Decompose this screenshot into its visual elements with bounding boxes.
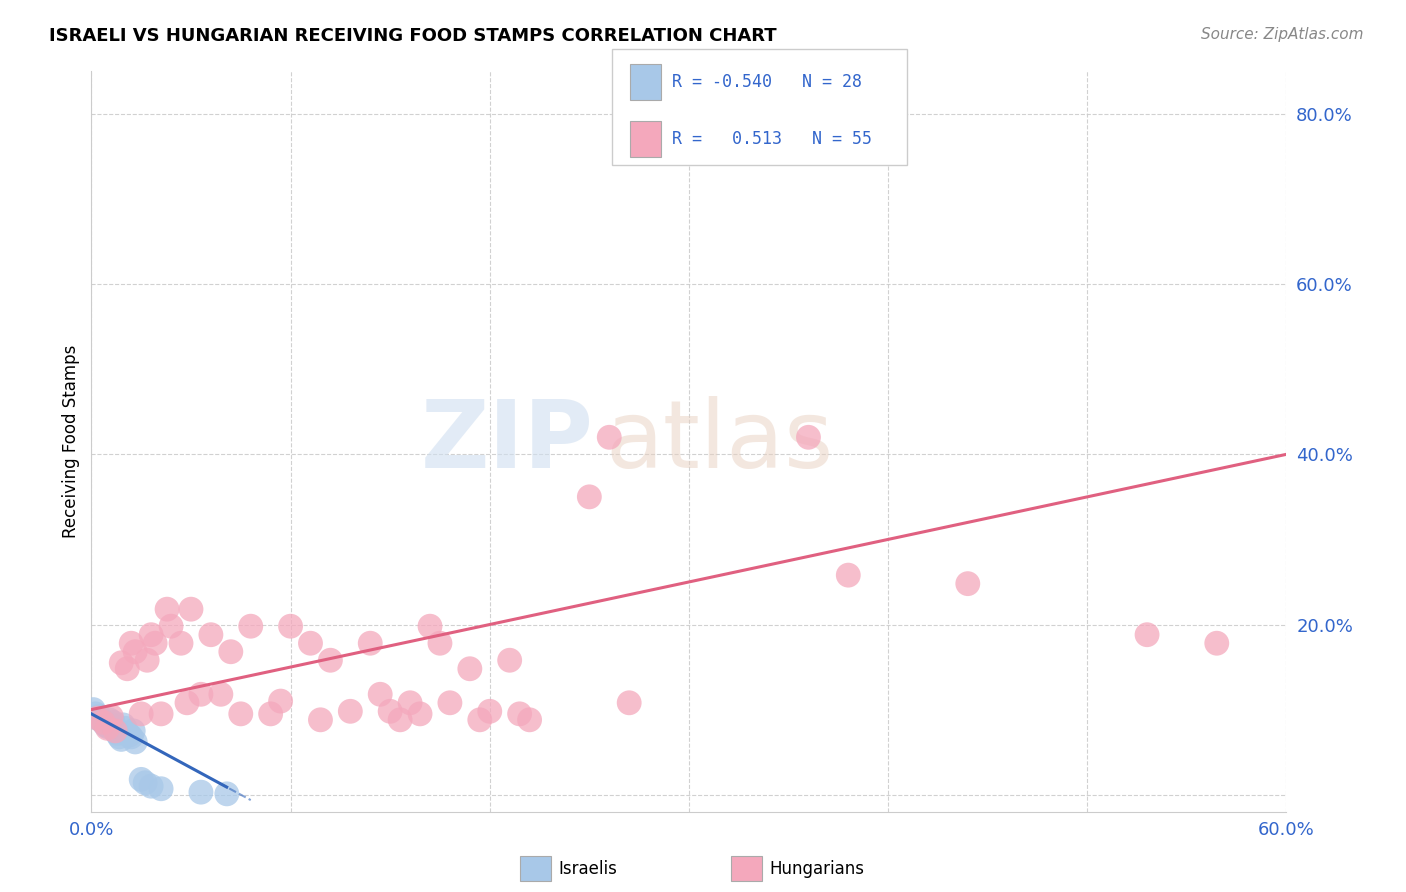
Israelis <box>84 706 107 721</box>
Hungarians <box>180 602 202 616</box>
Israelis <box>105 726 128 740</box>
Text: atlas: atlas <box>605 395 834 488</box>
Hungarians <box>141 628 162 642</box>
Hungarians <box>359 636 381 650</box>
Text: Source: ZipAtlas.com: Source: ZipAtlas.com <box>1201 27 1364 42</box>
Hungarians <box>200 628 222 642</box>
Hungarians <box>270 694 292 708</box>
Hungarians <box>1205 636 1227 650</box>
Text: R = -0.540   N = 28: R = -0.540 N = 28 <box>672 73 862 91</box>
Hungarians <box>458 662 481 676</box>
Text: Hungarians: Hungarians <box>769 860 865 878</box>
Hungarians <box>956 576 979 591</box>
Hungarians <box>419 619 441 633</box>
Israelis <box>129 772 152 787</box>
Israelis <box>190 785 212 799</box>
Israelis <box>150 781 173 796</box>
Israelis <box>94 718 117 732</box>
Hungarians <box>498 653 520 667</box>
Hungarians <box>129 706 152 721</box>
Israelis <box>110 732 132 747</box>
Hungarians <box>837 568 859 582</box>
Hungarians <box>478 704 501 718</box>
Israelis <box>103 715 125 730</box>
Israelis <box>118 728 141 742</box>
Text: Israelis: Israelis <box>558 860 617 878</box>
Israelis <box>122 723 145 738</box>
Hungarians <box>339 704 361 718</box>
Hungarians <box>93 715 115 730</box>
Hungarians <box>378 704 402 718</box>
Israelis <box>98 713 121 727</box>
Israelis <box>115 726 138 740</box>
Hungarians <box>519 713 541 727</box>
Hungarians <box>619 696 641 710</box>
Y-axis label: Receiving Food Stamps: Receiving Food Stamps <box>62 345 80 538</box>
Hungarians <box>299 636 322 650</box>
Hungarians <box>229 706 252 721</box>
Israelis <box>89 709 111 723</box>
Israelis <box>93 715 115 730</box>
Israelis <box>114 722 136 736</box>
Hungarians <box>509 706 531 721</box>
Hungarians <box>399 696 422 710</box>
Hungarians <box>209 687 232 701</box>
Hungarians <box>124 645 146 659</box>
Israelis <box>215 787 238 801</box>
Hungarians <box>219 645 242 659</box>
Hungarians <box>429 636 451 650</box>
Israelis <box>82 703 104 717</box>
Hungarians <box>170 636 193 650</box>
Hungarians <box>176 696 198 710</box>
Israelis <box>134 776 156 790</box>
Hungarians <box>259 706 281 721</box>
Hungarians <box>468 713 491 727</box>
Israelis <box>120 730 142 744</box>
Hungarians <box>319 653 342 667</box>
Hungarians <box>115 662 138 676</box>
Israelis <box>124 735 146 749</box>
Hungarians <box>409 706 432 721</box>
Hungarians <box>150 706 173 721</box>
Israelis <box>108 730 131 744</box>
Hungarians <box>143 636 166 650</box>
Hungarians <box>110 656 132 670</box>
Hungarians <box>598 430 620 444</box>
Israelis <box>96 720 118 734</box>
Text: ISRAELI VS HUNGARIAN RECEIVING FOOD STAMPS CORRELATION CHART: ISRAELI VS HUNGARIAN RECEIVING FOOD STAM… <box>49 27 778 45</box>
Hungarians <box>797 430 820 444</box>
Israelis <box>86 711 108 725</box>
Text: R =   0.513   N = 55: R = 0.513 N = 55 <box>672 130 872 148</box>
Hungarians <box>389 713 412 727</box>
Hungarians <box>86 711 108 725</box>
Hungarians <box>160 619 183 633</box>
Hungarians <box>578 490 600 504</box>
Hungarians <box>104 723 127 738</box>
Hungarians <box>309 713 332 727</box>
Hungarians <box>190 687 212 701</box>
Hungarians <box>1136 628 1159 642</box>
Hungarians <box>96 722 118 736</box>
Hungarians <box>280 619 302 633</box>
Israelis <box>90 713 112 727</box>
Hungarians <box>239 619 262 633</box>
Hungarians <box>439 696 461 710</box>
Text: ZIP: ZIP <box>420 395 593 488</box>
Hungarians <box>156 602 179 616</box>
Hungarians <box>368 687 391 701</box>
Israelis <box>141 779 162 793</box>
Hungarians <box>100 709 122 723</box>
Hungarians <box>136 653 159 667</box>
Israelis <box>104 723 127 738</box>
Israelis <box>100 718 122 732</box>
Israelis <box>112 718 135 732</box>
Hungarians <box>120 636 142 650</box>
